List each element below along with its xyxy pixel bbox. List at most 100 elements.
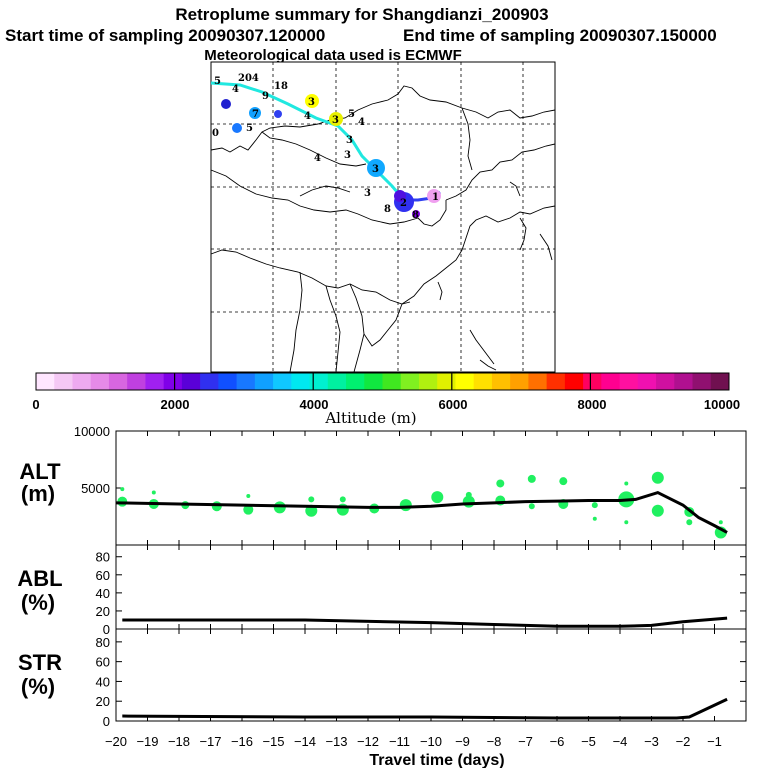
y-tick-label: 80 <box>96 550 110 565</box>
colorbar-swatch <box>455 373 475 390</box>
plume-cluster-point <box>399 499 412 512</box>
abl-series-line <box>122 616 728 628</box>
colorbar-swatch <box>418 373 438 390</box>
alt-panel-frame <box>115 430 747 546</box>
alt-ylabel-line1: ALT <box>19 459 61 484</box>
colorbar-swatch <box>346 373 365 390</box>
plume-cluster-point <box>151 490 156 495</box>
str-ylabel-line1: STR <box>18 650 62 675</box>
x-tick-label: −12 <box>357 734 379 749</box>
colorbar-swatch <box>200 373 219 390</box>
y-tick-label: 0 <box>103 622 110 637</box>
plume-cluster-point <box>431 491 444 504</box>
abl-ylabel-line1: ABL <box>17 566 62 591</box>
plume-center-marker <box>221 99 231 109</box>
plume-center-marker <box>305 94 319 108</box>
y-tick-label: 40 <box>96 674 110 689</box>
plume-center-marker <box>427 189 441 203</box>
colorbar-swatch <box>72 373 92 390</box>
x-tick-label: −13 <box>325 734 347 749</box>
x-tick-label: −5 <box>581 734 596 749</box>
map-label: 4 <box>314 153 321 164</box>
colorbar-swatch <box>273 373 292 390</box>
map-label: 3 <box>332 115 339 126</box>
y-tick-label: 5000 <box>81 481 110 496</box>
colorbar-swatch <box>108 373 128 390</box>
colorbar-tick-label: 4000 <box>300 397 329 412</box>
colorbar-swatch <box>583 373 602 390</box>
colorbar-tick-label: 2000 <box>161 397 190 412</box>
map-label: 9 <box>262 91 269 102</box>
x-tick-label: −15 <box>262 734 284 749</box>
x-tick-label: −1 <box>707 734 722 749</box>
colorbar-swatch <box>528 373 548 390</box>
figure-title: Retroplume summary for Shangdianzi_20090… <box>175 5 548 24</box>
colorbar-swatch <box>400 373 420 390</box>
x-tick-label: −17 <box>199 734 221 749</box>
map-frame <box>210 61 556 373</box>
y-tick-label: 80 <box>96 635 110 650</box>
map-label: 5 <box>214 76 221 87</box>
plume-cluster-point <box>651 471 664 484</box>
plume-cluster-point <box>465 491 472 498</box>
altitude-colorbar <box>35 372 730 391</box>
plume-cluster-point <box>120 487 125 492</box>
map-label: 3 <box>308 97 315 108</box>
panel-ylabels: ALT (m) ABL (%) STR (%) <box>17 459 62 699</box>
colorbar-swatch <box>127 373 146 390</box>
colorbar-swatch <box>601 373 621 390</box>
colorbar-swatch <box>309 373 329 390</box>
colorbar-swatch <box>491 373 511 390</box>
x-tick-label: −8 <box>487 734 502 749</box>
plume-cluster-point <box>686 519 693 526</box>
alt-ylabel-line2: (m) <box>21 481 55 506</box>
met-data-label: Meteorological data used is ECMWF <box>204 47 462 64</box>
end-time-label: End time of sampling 20090307.150000 <box>403 26 717 45</box>
colorbar-tick-label: 10000 <box>704 397 740 412</box>
map-label: 7 <box>252 109 259 120</box>
plume-cluster-point <box>243 504 254 515</box>
plume-cluster-point <box>246 493 251 498</box>
plume-center-marker <box>232 123 242 133</box>
x-tick-label: −3 <box>644 734 659 749</box>
plume-cluster-point <box>591 502 598 509</box>
map-altitude-labels: 204 18 3 3 4 3 3 3 5 4 4 3 2 1 7 8 0 5 5… <box>212 73 439 221</box>
plume-cluster-point <box>528 503 535 510</box>
x-tick-label: −16 <box>231 734 253 749</box>
x-tick-label: −4 <box>613 734 628 749</box>
x-tick-label: −18 <box>168 734 190 749</box>
plume-center-marker <box>249 107 261 119</box>
plume-center-marker <box>329 112 343 126</box>
plume-cluster-point <box>624 481 629 486</box>
plume-cluster-point <box>211 501 222 512</box>
plume-cluster-point <box>651 504 664 517</box>
colorbar-swatch <box>327 373 347 390</box>
colorbar-swatch <box>437 373 456 390</box>
plume-cluster-point <box>718 520 723 525</box>
plume-center-marker <box>412 210 420 218</box>
colorbar-swatch <box>236 373 256 390</box>
plume-cluster-point <box>273 501 286 514</box>
trajectory-map: 204 18 3 3 4 3 3 3 5 4 4 3 2 1 7 8 0 5 5… <box>210 61 556 373</box>
colorbar-tick-label: 6000 <box>439 397 468 412</box>
colorbar-swatch <box>36 373 55 390</box>
map-gridlines <box>211 62 555 372</box>
map-label: 4 <box>232 84 239 95</box>
str-ylabel-line2: (%) <box>21 674 55 699</box>
trajectory <box>210 81 441 218</box>
plume-center-marker <box>394 190 406 202</box>
map-label: 4 <box>358 117 365 128</box>
map-label: 3 <box>372 164 379 175</box>
y-tick-label: 60 <box>96 568 110 583</box>
colorbar-frame <box>35 372 730 391</box>
map-label: 1 <box>432 192 439 203</box>
plume-cluster-point <box>308 496 315 503</box>
x-tick-label: −7 <box>518 734 533 749</box>
plume-cluster-point <box>527 474 536 483</box>
colorbar-swatch <box>510 373 529 390</box>
x-tick-label: −6 <box>550 734 565 749</box>
x-axis-label: Travel time (days) <box>369 752 504 768</box>
colorbar-swatch <box>674 373 694 390</box>
plume-cluster-point <box>339 496 346 503</box>
